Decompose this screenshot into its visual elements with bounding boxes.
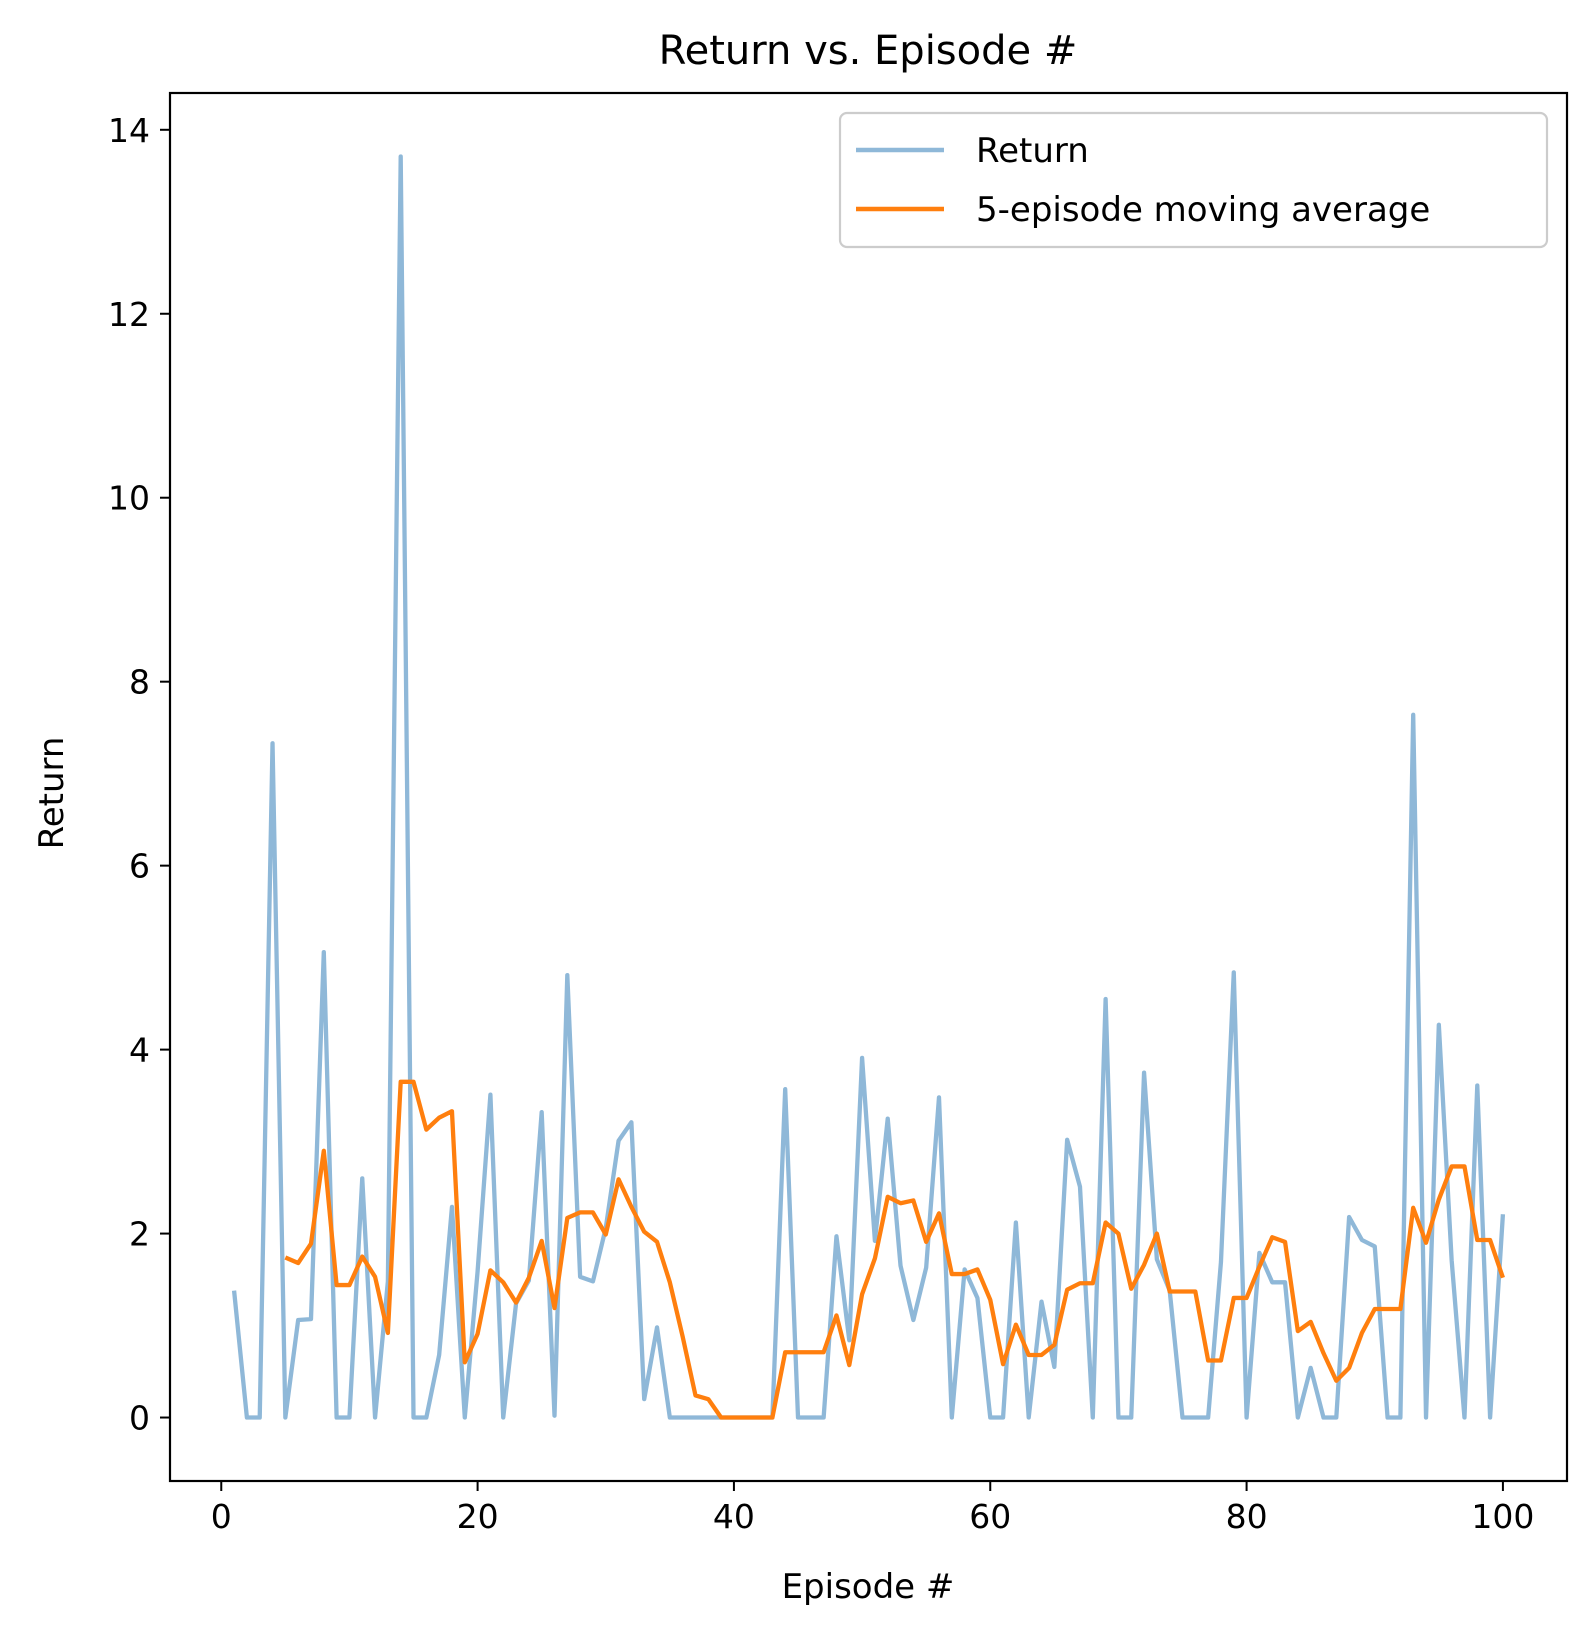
- x-tick-label: 40: [713, 1497, 755, 1536]
- y-tick-label: 14: [108, 111, 150, 150]
- x-tick-label: 60: [969, 1497, 1011, 1536]
- y-tick-label: 4: [129, 1031, 150, 1070]
- y-tick-label: 2: [129, 1215, 150, 1254]
- legend-label-return: Return: [976, 131, 1089, 171]
- plot-frame: [168, 91, 1569, 1483]
- y-tick-label: 12: [108, 295, 150, 334]
- y-axis: 0 2 4 6 8 10 12 14: [108, 111, 170, 1438]
- y-tick-label: 0: [129, 1399, 150, 1438]
- chart-title: Return vs. Episode #: [659, 28, 1078, 74]
- x-tick-label: 20: [457, 1497, 499, 1536]
- y-tick-label: 8: [129, 663, 150, 702]
- x-axis: 0 20 40 60 80 100: [211, 1481, 1534, 1536]
- x-tick-label: 100: [1471, 1497, 1534, 1536]
- y-tick-label: 6: [129, 847, 150, 886]
- x-axis-label: Episode #: [782, 1567, 955, 1607]
- legend: Return 5-episode moving average: [838, 111, 1549, 249]
- y-axis-label: Return: [32, 737, 72, 850]
- series-line-return: [231, 154, 1506, 1420]
- x-tick-label: 80: [1226, 1497, 1268, 1536]
- y-tick-label: 10: [108, 479, 150, 518]
- x-tick-label: 0: [211, 1497, 232, 1536]
- legend-box: [838, 111, 1549, 249]
- legend-label-moving-average: 5-episode moving average: [976, 190, 1430, 230]
- series-layer: [231, 154, 1506, 1420]
- series-line-moving-average: [284, 1079, 1505, 1420]
